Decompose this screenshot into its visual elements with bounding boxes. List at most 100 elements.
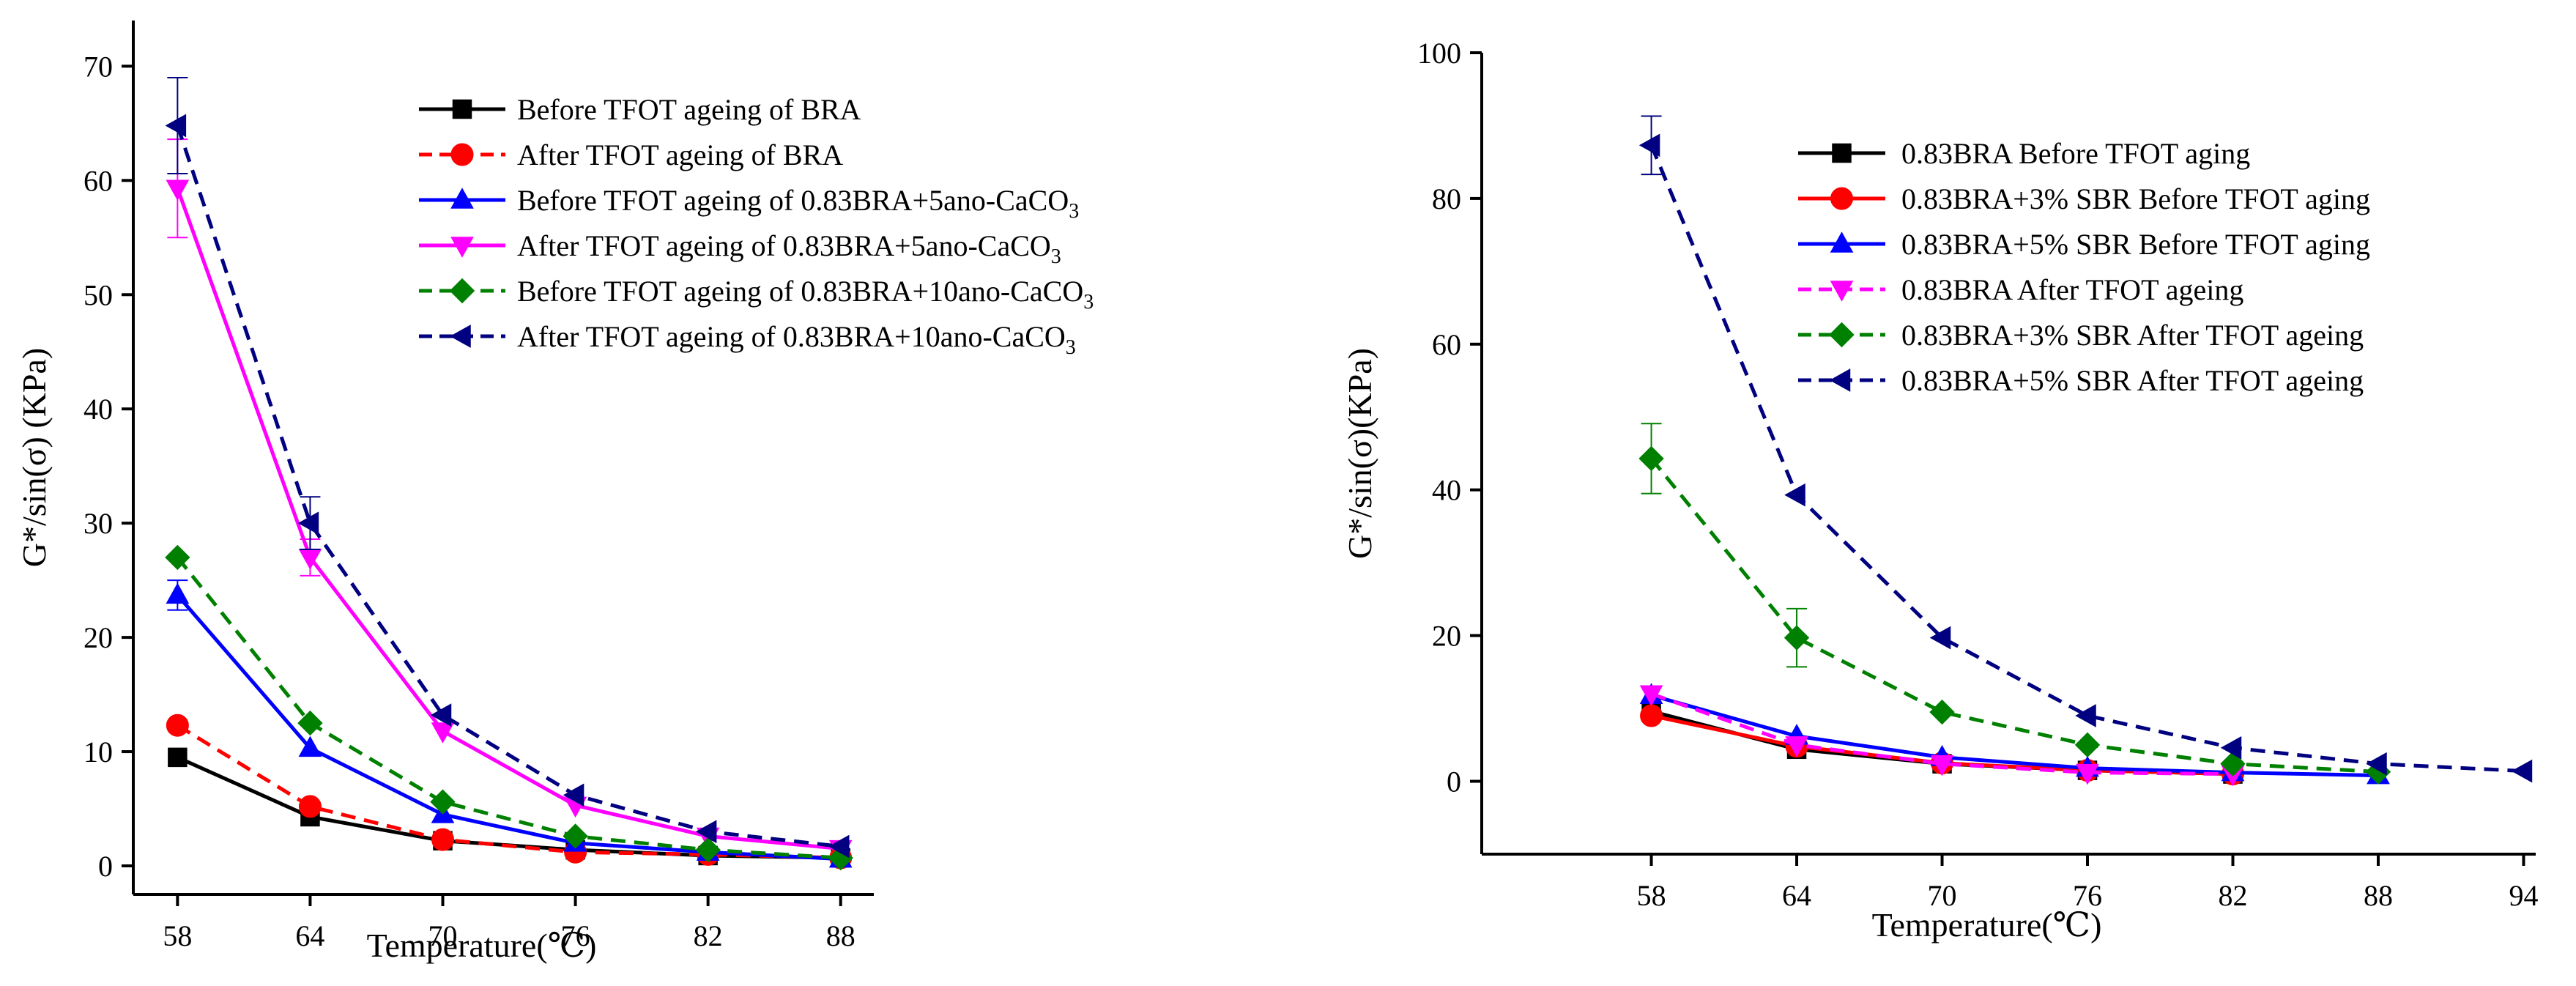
series-0-83bra-5-sbr-after-tfot-ageing	[1638, 115, 2533, 783]
x-tick-label: 82	[694, 919, 723, 952]
y-tick-label: 0	[1447, 766, 1461, 798]
data-point	[1640, 704, 1663, 727]
legend-label: 0.83BRA After TFOT ageing	[1901, 273, 2243, 306]
y-tick-label: 70	[83, 50, 113, 83]
x-tick-label: 64	[1782, 879, 1811, 912]
y-axis-title: G*/sin(σ)(KPa)	[1341, 348, 1378, 559]
x-tick-label: 88	[2364, 879, 2393, 912]
y-tick-label: 0	[98, 850, 113, 883]
legend-entry: After TFOT ageing of BRA	[419, 138, 843, 171]
legend-label: Before TFOT ageing of BRA	[517, 93, 861, 126]
series-after-tfot-ageing-of-bra	[166, 713, 853, 870]
legend-marker	[1829, 368, 1851, 392]
legend-marker	[450, 188, 474, 209]
legend-entry: Before TFOT ageing of BRA	[419, 93, 861, 126]
y-tick-label: 20	[1432, 620, 1461, 653]
legend-label: Before TFOT ageing of 0.83BRA+5ano-CaCO3	[517, 184, 1079, 223]
legend-entry: 0.83BRA Before TFOT aging	[1798, 137, 2250, 170]
data-point	[1639, 685, 1663, 706]
x-tick-label: 70	[1928, 879, 1957, 912]
x-tick-label: 76	[2073, 879, 2102, 912]
data-point	[298, 735, 322, 757]
x-tick-label: 94	[2509, 879, 2538, 912]
x-tick-label: 76	[561, 919, 590, 952]
x-tick-label: 70	[428, 919, 458, 952]
legend-label: After TFOT ageing of BRA	[517, 138, 843, 171]
data-point	[1638, 445, 1664, 472]
series-line	[1650, 693, 2379, 778]
legend-marker	[449, 278, 475, 304]
legend-marker	[452, 99, 472, 119]
data-point	[563, 823, 588, 849]
legend-marker	[1830, 231, 1854, 253]
legend-label: 0.83BRA+3% SBR After TFOT ageing	[1901, 319, 2364, 352]
legend-label: 0.83BRA+3% SBR Before TFOT aging	[1901, 182, 2370, 215]
y-tick-label: 60	[1432, 328, 1461, 361]
series-line	[176, 188, 841, 851]
chart-1: 0 10 20 30 40 50 60 70 58 64 70 76 82 88 Temperature(℃…	[15, 21, 1094, 964]
legend-label: After TFOT ageing of 0.83BRA+10ano-CaCO3	[517, 320, 1076, 359]
x-tick-label: 58	[163, 919, 192, 952]
legend-entry: After TFOT ageing of 0.83BRA+5ano-CaCO3	[419, 229, 1061, 268]
x-tick-label: 88	[826, 919, 855, 952]
data-point	[430, 703, 452, 727]
y-tick-label: 20	[83, 621, 113, 654]
legend-marker	[1830, 281, 1854, 302]
data-point	[298, 795, 322, 818]
x-tick-label: 64	[295, 919, 324, 952]
y-tick-label: 60	[83, 164, 113, 197]
legend-marker	[450, 325, 471, 348]
data-point	[297, 511, 319, 535]
data-point	[695, 820, 717, 844]
legend-entry: After TFOT ageing of 0.83BRA+10ano-CaCO3	[419, 320, 1076, 359]
data-point	[2074, 732, 2101, 758]
series-before-tfot-ageing-of-0-83bra-5ano-caco3	[166, 579, 853, 868]
legend-label: Before TFOT ageing of 0.83BRA+10ano-CaCO…	[517, 275, 1094, 314]
series-line	[177, 755, 841, 860]
series-line	[176, 593, 841, 861]
legend-entry: 0.83BRA+3% SBR Before TFOT aging	[1798, 182, 2370, 215]
data-point	[2511, 759, 2533, 783]
legend-entry: Before TFOT ageing of 0.83BRA+10ano-CaCO…	[419, 275, 1094, 314]
data-point	[430, 789, 456, 815]
legend-marker	[1830, 187, 1853, 210]
data-point	[2076, 763, 2099, 785]
legend-marker	[450, 237, 474, 258]
y-axis-title: G*/sin(σ) (KPa)	[15, 348, 53, 567]
y-tick-label: 30	[83, 507, 113, 540]
data-point	[297, 710, 323, 736]
legend-label: 0.83BRA+5% SBR After TFOT ageing	[1901, 364, 2364, 397]
x-axis-title: Temperature(℃)	[367, 927, 597, 964]
x-axis-title: Temperature(℃)	[1872, 906, 2102, 944]
data-point	[563, 783, 584, 807]
series-line	[175, 125, 842, 848]
chart-2: 0 20 40 60 80 100 58 64 70 76 82 88 94 Temperature(℃)…	[1341, 37, 2538, 944]
series-before-tfot-ageing-of-bra	[168, 747, 850, 868]
data-point	[166, 582, 190, 604]
data-point	[166, 179, 190, 201]
data-point	[2220, 735, 2242, 760]
y-tick-label: 40	[1432, 474, 1461, 507]
legend-label: 0.83BRA Before TFOT aging	[1901, 137, 2250, 170]
data-point	[431, 722, 455, 744]
y-tick-label: 100	[1417, 37, 1461, 70]
legend-marker	[1829, 322, 1855, 348]
legend-entry: 0.83BRA+5% SBR After TFOT ageing	[1798, 364, 2364, 397]
series-after-tfot-ageing-of-0-83bra-10ano-caco3	[165, 76, 850, 859]
series-line	[176, 556, 841, 860]
data-point	[2366, 752, 2387, 776]
y-tick-label: 80	[1432, 182, 1461, 215]
x-tick-label: 82	[2218, 879, 2247, 912]
y-tick-label: 50	[83, 278, 113, 311]
series-before-tfot-ageing-of-0-83bra-10ano-caco3	[165, 544, 853, 871]
series-line	[1649, 457, 2379, 774]
data-point	[2075, 704, 2096, 727]
legend-entry: Before TFOT ageing of 0.83BRA+5ano-CaCO3	[419, 184, 1079, 223]
data-point	[1785, 736, 1808, 757]
data-point	[1784, 483, 1805, 507]
legend-entry: 0.83BRA After TFOT ageing	[1798, 273, 2243, 306]
data-point	[165, 114, 187, 138]
series-line	[177, 724, 841, 860]
data-point	[165, 544, 190, 571]
